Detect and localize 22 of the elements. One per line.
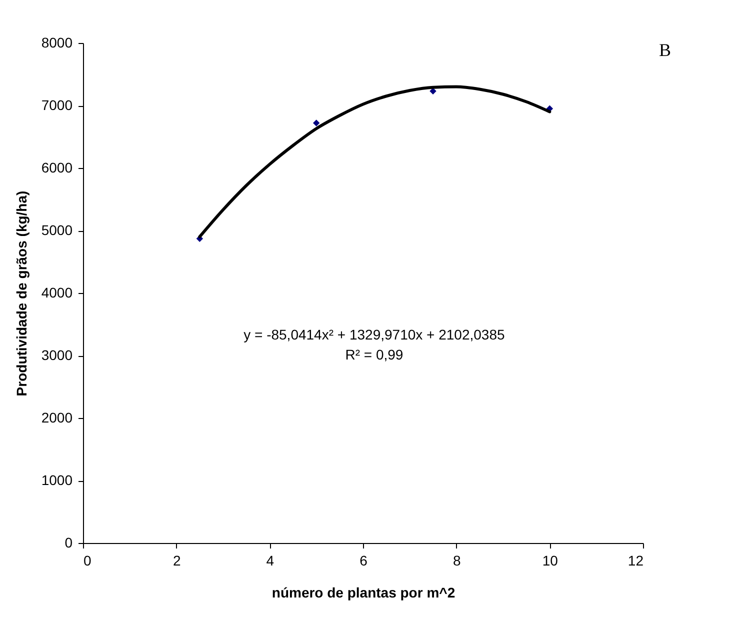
y-tick-label: 4000 [41, 284, 73, 300]
x-tick-label: 2 [172, 552, 181, 568]
y-tick-label: 5000 [41, 222, 73, 238]
y-tick-label: 8000 [41, 34, 73, 50]
y-tick-label: 1000 [41, 472, 73, 488]
y-tick-label: 0 [64, 534, 73, 550]
x-tick-label: 0 [84, 552, 92, 568]
annotation: R² = 0,99 [345, 346, 404, 362]
point [312, 120, 320, 126]
x-tick-label: 8 [452, 552, 461, 568]
x-tick-label: 10 [542, 552, 558, 568]
annotation: y = -85,0414x² + 1329,9710x + 2102,0385 [244, 326, 505, 342]
y-tick-label: 6000 [41, 160, 73, 176]
x-tick-label: 4 [266, 552, 274, 568]
y-tick-label: 3000 [41, 347, 73, 363]
x-axis-title: número de plantas por m^2 [272, 584, 456, 600]
x-tick-label: 6 [360, 552, 368, 568]
text: B [659, 40, 672, 60]
y-tick-label: 2000 [41, 410, 73, 426]
y-axis-title: Produtividade de grãos (kg/ha) [13, 190, 30, 396]
y-tick-label: 7000 [41, 97, 73, 113]
x-tick-label: 12 [628, 552, 644, 568]
